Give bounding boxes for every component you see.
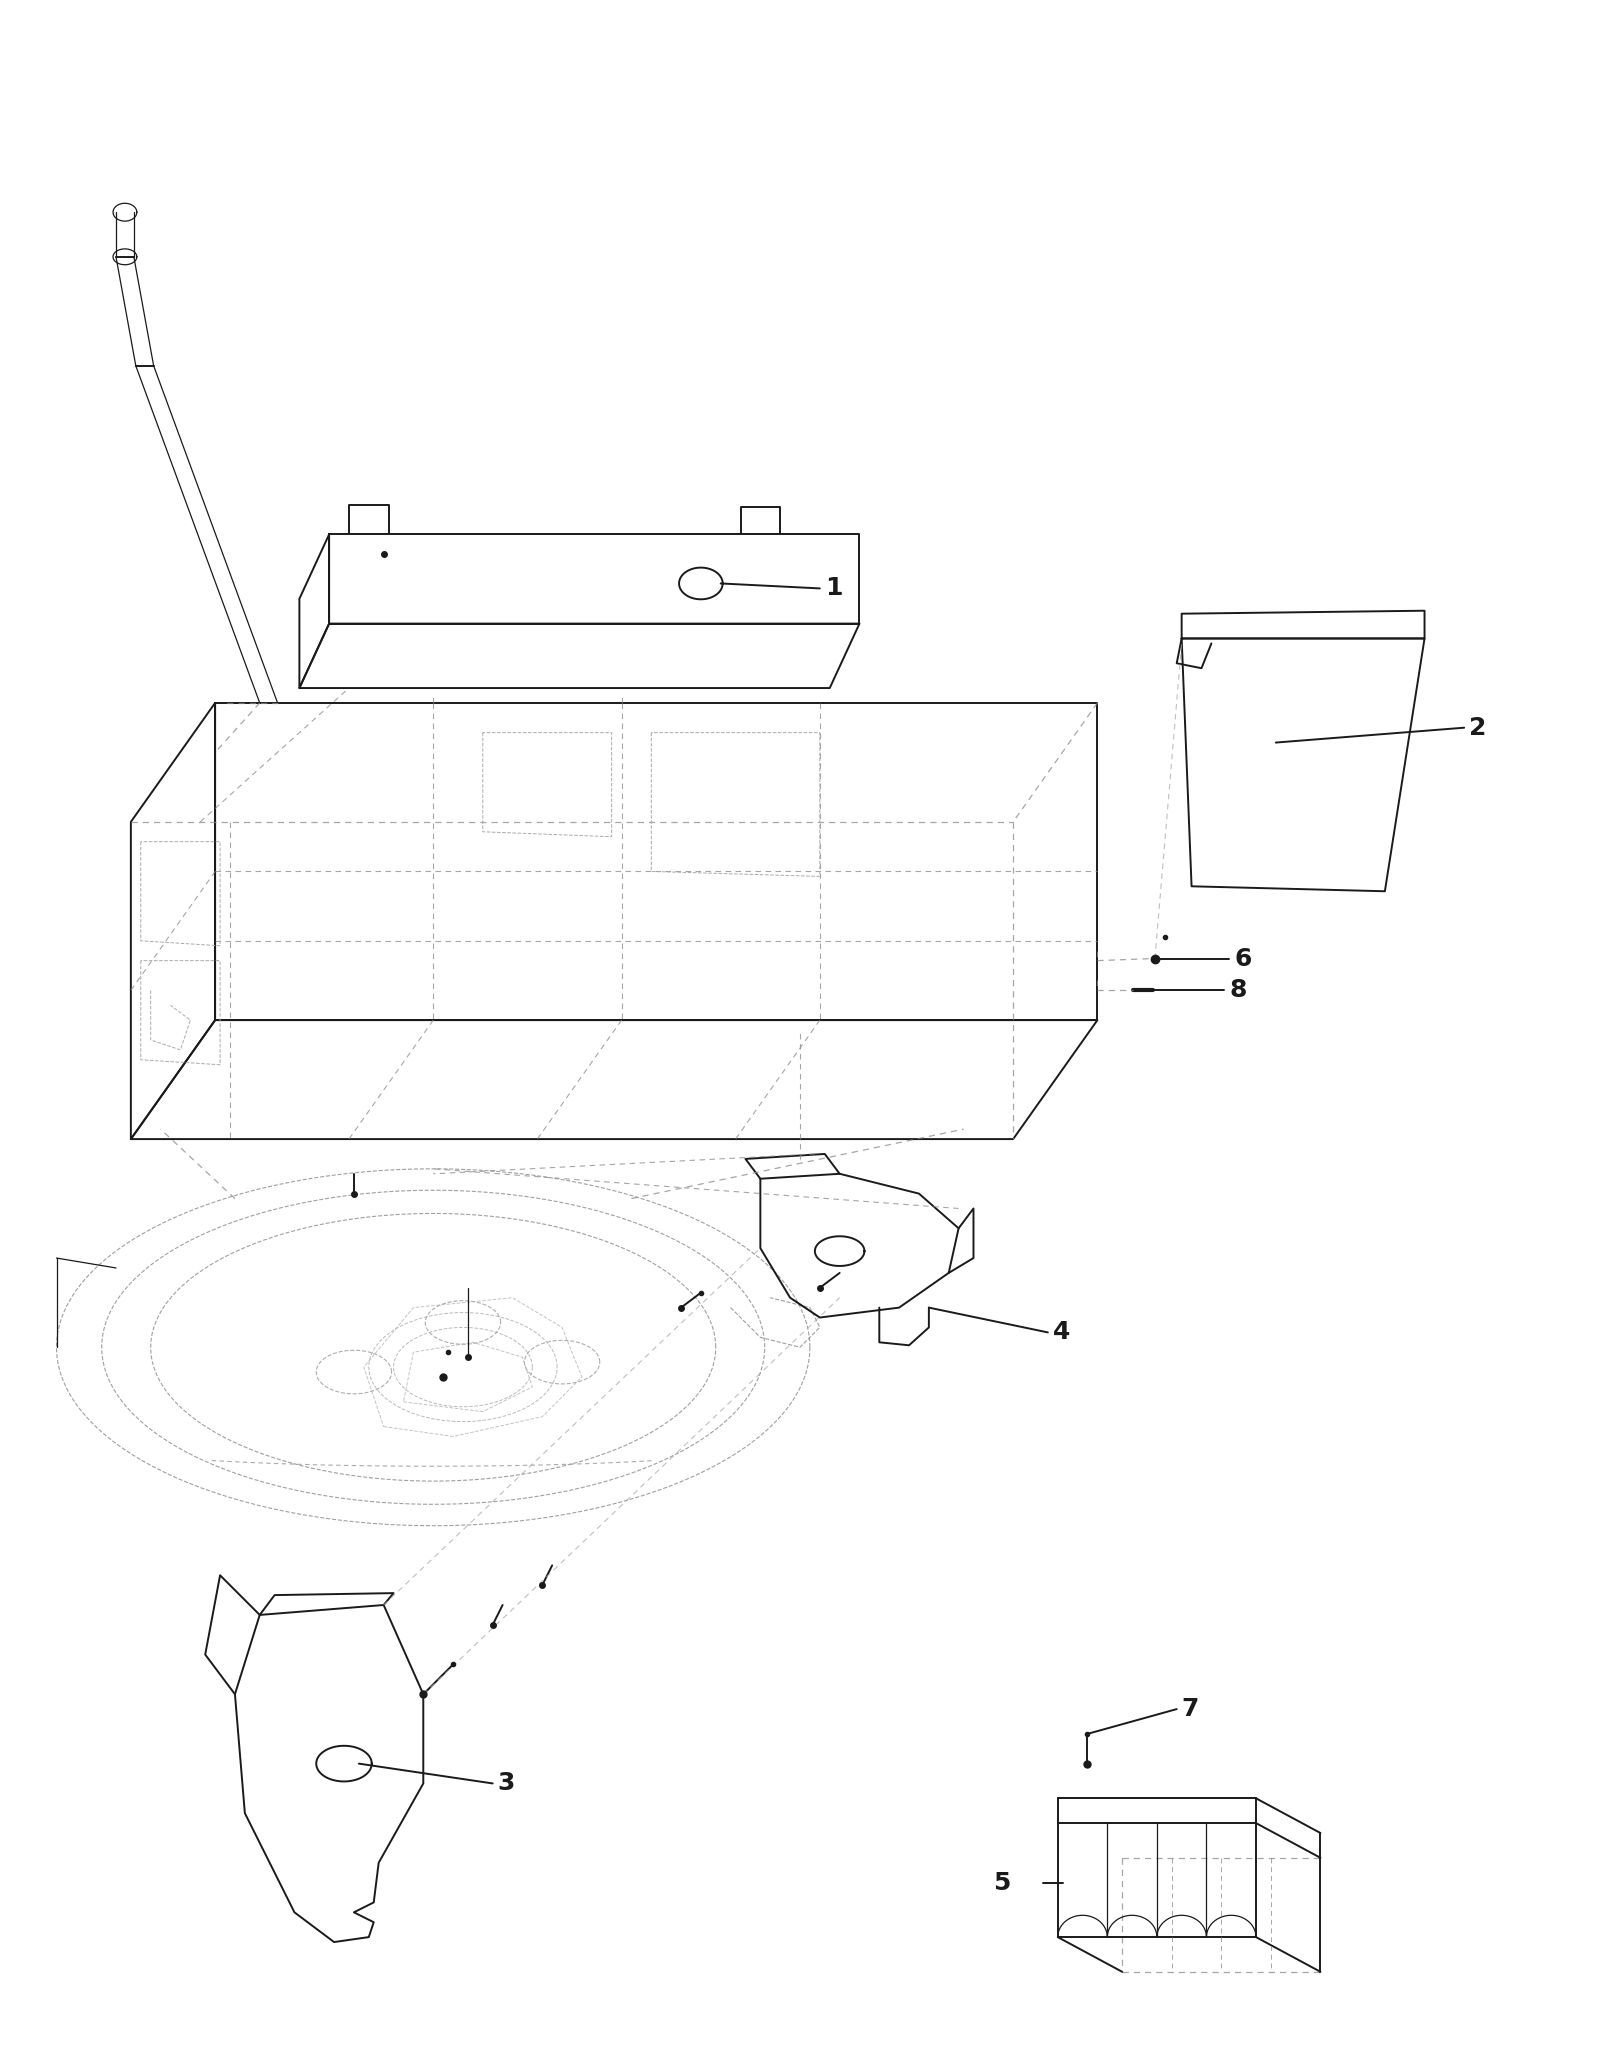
Text: 5: 5 (994, 1871, 1011, 1894)
Text: 7: 7 (1182, 1697, 1198, 1720)
Text: 6: 6 (1234, 946, 1251, 971)
Text: 3: 3 (498, 1772, 515, 1795)
Text: 1: 1 (824, 575, 842, 600)
Text: 8: 8 (1229, 979, 1246, 1002)
Text: 4: 4 (1053, 1321, 1070, 1343)
Text: 2: 2 (1469, 716, 1486, 739)
